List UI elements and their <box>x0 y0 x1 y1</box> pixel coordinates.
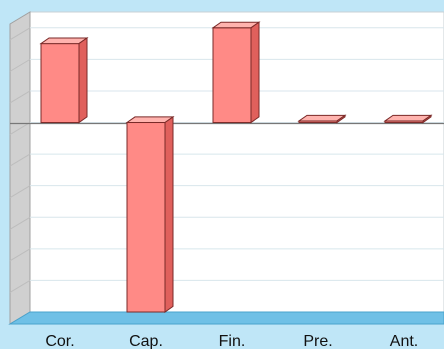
gridline-side <box>9 122 31 135</box>
bar <box>297 114 347 124</box>
bar-front <box>40 43 80 124</box>
x-tick-label: Cap. <box>129 333 163 349</box>
bars-group <box>39 21 433 313</box>
gridline-side <box>9 27 31 41</box>
gridline-side <box>9 279 31 293</box>
bar <box>383 114 433 124</box>
gridline-side <box>9 58 31 72</box>
bar <box>39 37 89 124</box>
x-tick-label: Cor. <box>45 333 74 349</box>
side-wall <box>9 11 31 325</box>
bar-front <box>212 27 252 124</box>
x-tick-labels: Cor. Cap. Fin. Pre. Ant. <box>45 333 418 349</box>
floor <box>8 311 444 325</box>
gridline-side <box>9 185 31 199</box>
bar-side <box>250 21 260 124</box>
bar-side <box>78 37 88 124</box>
x-tick-label: Pre. <box>303 333 332 349</box>
x-tick-label: Fin. <box>219 333 246 349</box>
bar-side <box>164 115 174 313</box>
bar-side <box>336 114 346 124</box>
gridline-side <box>9 248 31 262</box>
x-tick-label: Ant. <box>390 333 418 349</box>
bar <box>125 115 175 313</box>
gridline-side <box>9 153 31 167</box>
bar-side <box>422 114 432 124</box>
gridline-side <box>9 216 31 230</box>
bar-front <box>126 122 166 313</box>
bar <box>211 21 261 124</box>
gridline-side <box>9 90 31 104</box>
